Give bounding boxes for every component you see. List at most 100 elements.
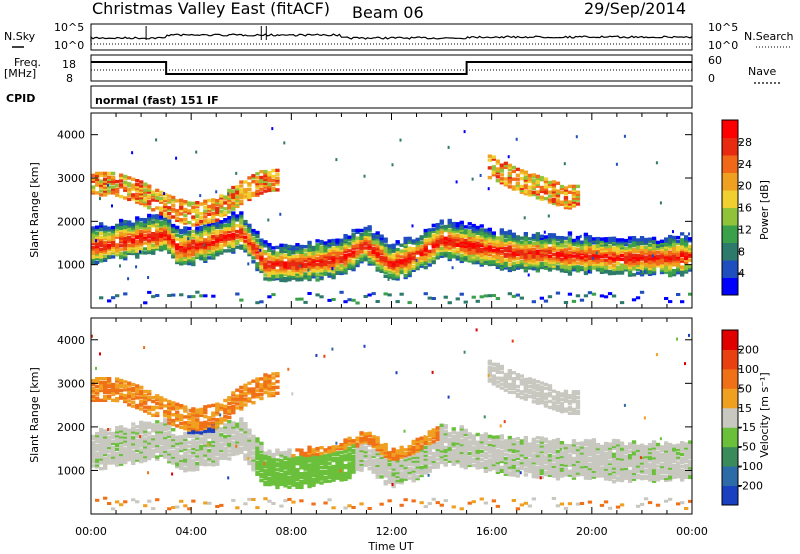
range-gate-cell (511, 252, 516, 256)
range-gate-cell (615, 261, 621, 265)
range-gate-cell (331, 267, 334, 271)
range-gate-cell (303, 272, 308, 276)
range-gate-cell (259, 258, 264, 262)
range-gate-cell (367, 441, 372, 445)
range-gate-cell (619, 240, 625, 244)
range-gate-cell (143, 389, 148, 394)
range-gate-cell (383, 257, 388, 261)
range-gate-cell (255, 267, 260, 272)
range-gate-cell (511, 240, 516, 244)
range-gate-cell (143, 220, 148, 224)
range-gate-cell (127, 446, 132, 450)
range-gate-cell (331, 248, 336, 252)
range-gate-cell (379, 265, 384, 270)
range-gate-cell (219, 446, 224, 451)
range-gate-cell (163, 426, 168, 430)
range-gate-cell (503, 252, 508, 256)
range-gate-cell (455, 224, 460, 228)
range-gate-cell (463, 130, 466, 134)
range-gate-cell (511, 294, 516, 298)
range-gate-cell (171, 437, 176, 442)
range-gate-cell (507, 253, 512, 257)
range-gate-cell (339, 460, 344, 464)
range-gate-cell (363, 174, 366, 178)
range-gate-cell (231, 227, 236, 231)
range-gate-cell (343, 263, 348, 267)
range-gate-cell (219, 233, 224, 238)
range-gate-cell (347, 440, 352, 444)
range-gate-cell (639, 290, 645, 294)
range-gate-cell (627, 271, 633, 275)
range-gate-cell (299, 475, 304, 480)
range-gate-cell (255, 447, 260, 451)
range-gate-cell (591, 292, 597, 296)
range-gate-cell (423, 252, 428, 256)
range-gate-cell (563, 196, 569, 200)
range-gate-cell (411, 241, 416, 245)
range-gate-cell (259, 457, 264, 461)
range-gate-cell (539, 296, 544, 300)
range-gate-cell (227, 245, 232, 249)
range-gate-cell (155, 401, 160, 406)
range-gate-cell (143, 301, 148, 305)
range-gate-cell (103, 187, 108, 191)
range-gate-cell (267, 182, 272, 187)
range-gate-cell (423, 254, 428, 258)
velocity-heatmap (91, 328, 693, 511)
range-gate-cell (431, 243, 436, 247)
range-gate-cell (375, 438, 380, 442)
range-gate-cell (303, 457, 308, 461)
range-gate-cell (555, 261, 561, 265)
range-gate-cell (367, 431, 372, 436)
range-gate-cell (431, 229, 436, 233)
range-gate-cell (523, 174, 528, 178)
range-gate-cell (339, 464, 344, 468)
range-gate-cell (175, 212, 180, 217)
range-gate-cell (287, 276, 292, 280)
range-gate-cell (475, 249, 480, 253)
range-gate-cell (595, 260, 601, 264)
range-gate-cell (179, 204, 184, 208)
range-gate-cell (147, 200, 152, 204)
range-gate-cell (427, 230, 432, 234)
range-gate-cell (431, 251, 436, 255)
range-gate-cell (91, 251, 96, 255)
range-gate-cell (235, 216, 240, 220)
range-gate-cell (615, 162, 618, 166)
range-gate-cell (395, 464, 400, 469)
range-gate-cell (259, 238, 264, 242)
range-gate-cell (535, 255, 540, 259)
range-gate-cell (203, 407, 208, 411)
range-gate-cell (163, 447, 168, 451)
range-gate-cell (359, 258, 364, 262)
range-gate-cell (211, 461, 216, 465)
range-gate-cell (299, 448, 304, 452)
range-gate-cell (203, 455, 208, 459)
range-gate-cell (203, 463, 208, 467)
range-gate-cell (391, 465, 396, 469)
colorbar-swatch-0 (722, 277, 738, 296)
range-gate-cell (299, 264, 302, 268)
range-gate-cell (299, 262, 304, 266)
range-gate-cell (583, 242, 589, 246)
range-gate-cell (575, 247, 581, 251)
range-gate-cell (139, 459, 144, 464)
range-gate-cell (239, 440, 244, 445)
range-gate-cell (659, 247, 665, 251)
range-gate-cell (555, 193, 561, 197)
range-gate-cell (315, 252, 320, 257)
range-gate-cell (507, 247, 512, 251)
range-gate-cell (111, 384, 116, 389)
range-gate-cell (688, 244, 693, 249)
range-gate-cell (655, 161, 658, 165)
range-gate-cell (335, 248, 340, 252)
range-gate-cell (147, 219, 152, 223)
range-gate-cell (151, 427, 156, 431)
range-gate-cell (203, 242, 208, 246)
range-gate-cell (684, 237, 689, 241)
range-gate-cell (407, 236, 412, 241)
range-gate-cell (139, 239, 144, 243)
range-gate-cell (171, 401, 176, 405)
range-gate-cell (147, 290, 152, 294)
range-gate-cell (391, 459, 396, 463)
